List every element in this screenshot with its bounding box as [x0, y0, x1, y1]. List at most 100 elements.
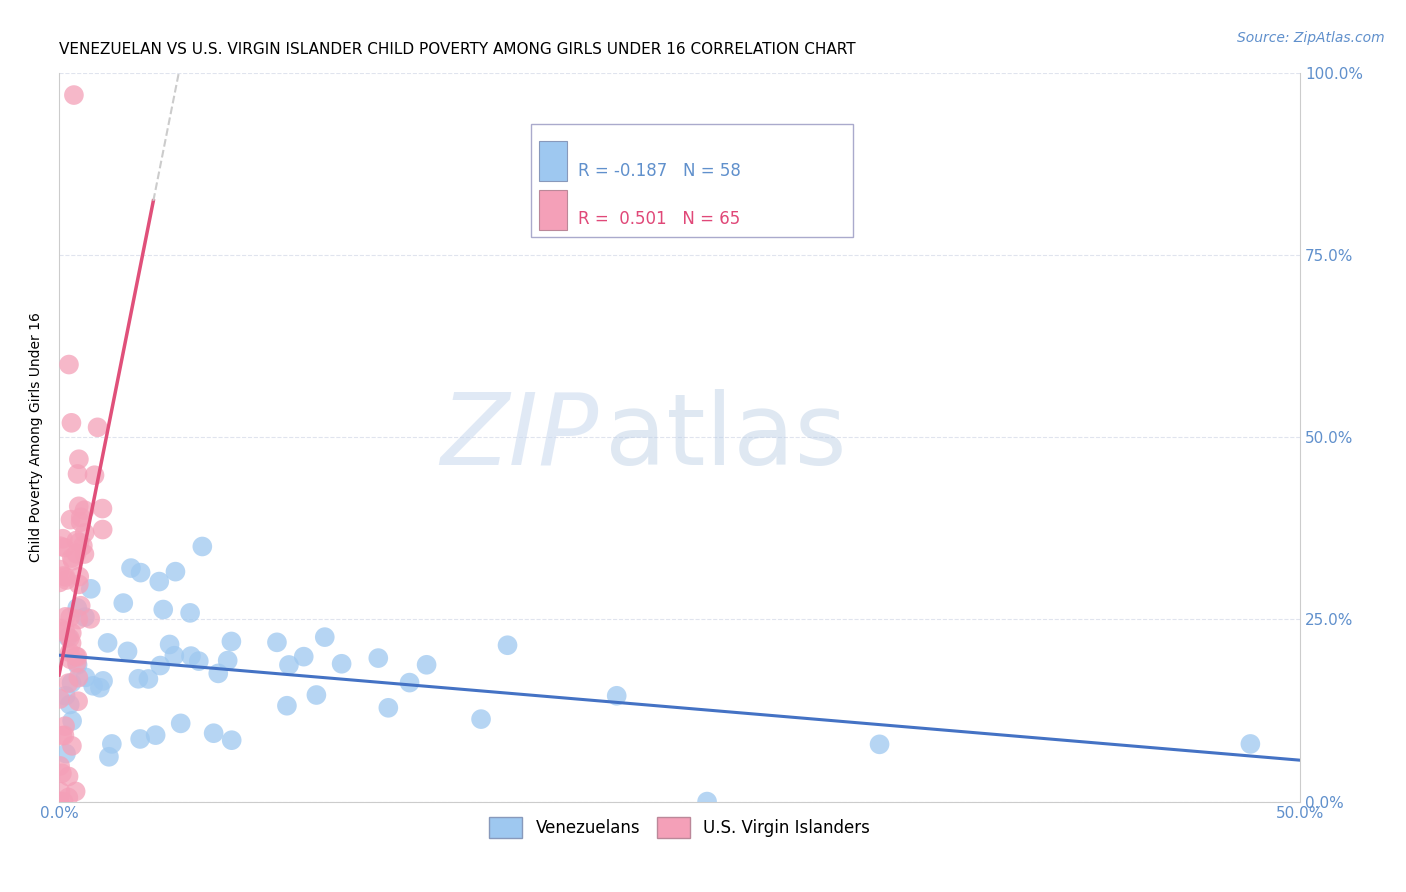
- Point: [65, 784, 87, 798]
- Text: atlas: atlas: [605, 389, 846, 486]
- Point: [56, 630, 79, 644]
- Point: [58, 358, 80, 372]
- Point: [276, 698, 298, 713]
- Point: [49, 622, 72, 636]
- Point: [62, 554, 84, 568]
- Point: [305, 688, 328, 702]
- Point: [65, 533, 87, 548]
- Point: [187, 654, 209, 668]
- Point: [51, 766, 73, 780]
- Point: [606, 689, 628, 703]
- Text: R = -0.187   N = 58: R = -0.187 N = 58: [578, 162, 741, 180]
- Point: [66, 657, 89, 672]
- Point: [127, 672, 149, 686]
- Point: [145, 728, 167, 742]
- Point: [207, 666, 229, 681]
- Point: [152, 602, 174, 616]
- Point: [72, 539, 94, 553]
- Point: [49, 795, 72, 809]
- Point: [52, 569, 75, 583]
- Point: [60, 676, 83, 690]
- Point: [149, 658, 172, 673]
- Point: [202, 726, 225, 740]
- Point: [120, 561, 142, 575]
- FancyBboxPatch shape: [540, 190, 567, 230]
- Point: [117, 644, 139, 658]
- Point: [67, 612, 90, 626]
- Point: [86, 420, 108, 434]
- Point: [330, 657, 353, 671]
- Point: [60, 739, 83, 753]
- Point: [59, 645, 82, 659]
- Point: [138, 672, 160, 686]
- Point: [91, 523, 114, 537]
- Point: [67, 452, 90, 467]
- Point: [60, 714, 83, 728]
- Point: [48, 795, 70, 809]
- Point: [58, 769, 80, 783]
- Point: [48, 624, 70, 639]
- Point: [52, 532, 75, 546]
- Point: [60, 636, 83, 650]
- Point: [53, 541, 76, 555]
- Point: [69, 599, 91, 613]
- Legend: Venezuelans, U.S. Virgin Islanders: Venezuelans, U.S. Virgin Islanders: [482, 811, 877, 844]
- Point: [69, 515, 91, 529]
- Point: [97, 636, 120, 650]
- Point: [60, 551, 83, 566]
- Point: [73, 547, 96, 561]
- Point: [65, 547, 87, 561]
- Point: [55, 747, 77, 761]
- Point: [470, 712, 492, 726]
- Point: [63, 88, 86, 103]
- Point: [377, 701, 399, 715]
- Point: [53, 728, 76, 742]
- FancyBboxPatch shape: [530, 124, 853, 237]
- Point: [49, 759, 72, 773]
- Point: [60, 416, 83, 430]
- Point: [266, 635, 288, 649]
- Point: [69, 510, 91, 524]
- Text: VENEZUELAN VS U.S. VIRGIN ISLANDER CHILD POVERTY AMONG GIRLS UNDER 16 CORRELATIO: VENEZUELAN VS U.S. VIRGIN ISLANDER CHILD…: [59, 42, 856, 57]
- Point: [67, 500, 90, 514]
- Point: [91, 673, 114, 688]
- Point: [496, 638, 519, 652]
- Point: [221, 733, 243, 747]
- Point: [129, 731, 152, 746]
- Point: [129, 566, 152, 580]
- Point: [66, 656, 89, 670]
- Point: [696, 795, 718, 809]
- Point: [66, 649, 89, 664]
- Point: [314, 630, 336, 644]
- Point: [179, 606, 201, 620]
- Point: [80, 582, 103, 596]
- Point: [55, 570, 77, 584]
- Point: [170, 716, 193, 731]
- Point: [59, 698, 82, 712]
- Point: [49, 539, 72, 553]
- Point: [73, 525, 96, 540]
- Point: [67, 694, 90, 708]
- Text: ZIP: ZIP: [440, 389, 599, 486]
- Point: [67, 577, 90, 591]
- Point: [49, 563, 72, 577]
- Point: [163, 648, 186, 663]
- Point: [55, 573, 77, 587]
- Point: [58, 790, 80, 805]
- Point: [58, 676, 80, 690]
- Point: [367, 651, 389, 665]
- Point: [398, 675, 420, 690]
- Point: [221, 634, 243, 648]
- Point: [91, 501, 114, 516]
- Point: [59, 631, 82, 645]
- Point: [75, 670, 97, 684]
- Point: [278, 657, 301, 672]
- Point: [415, 657, 437, 672]
- Point: [97, 749, 120, 764]
- Point: [82, 679, 104, 693]
- Point: [60, 626, 83, 640]
- Point: [73, 503, 96, 517]
- Point: [66, 467, 89, 481]
- Point: [191, 540, 214, 554]
- Point: [51, 729, 73, 743]
